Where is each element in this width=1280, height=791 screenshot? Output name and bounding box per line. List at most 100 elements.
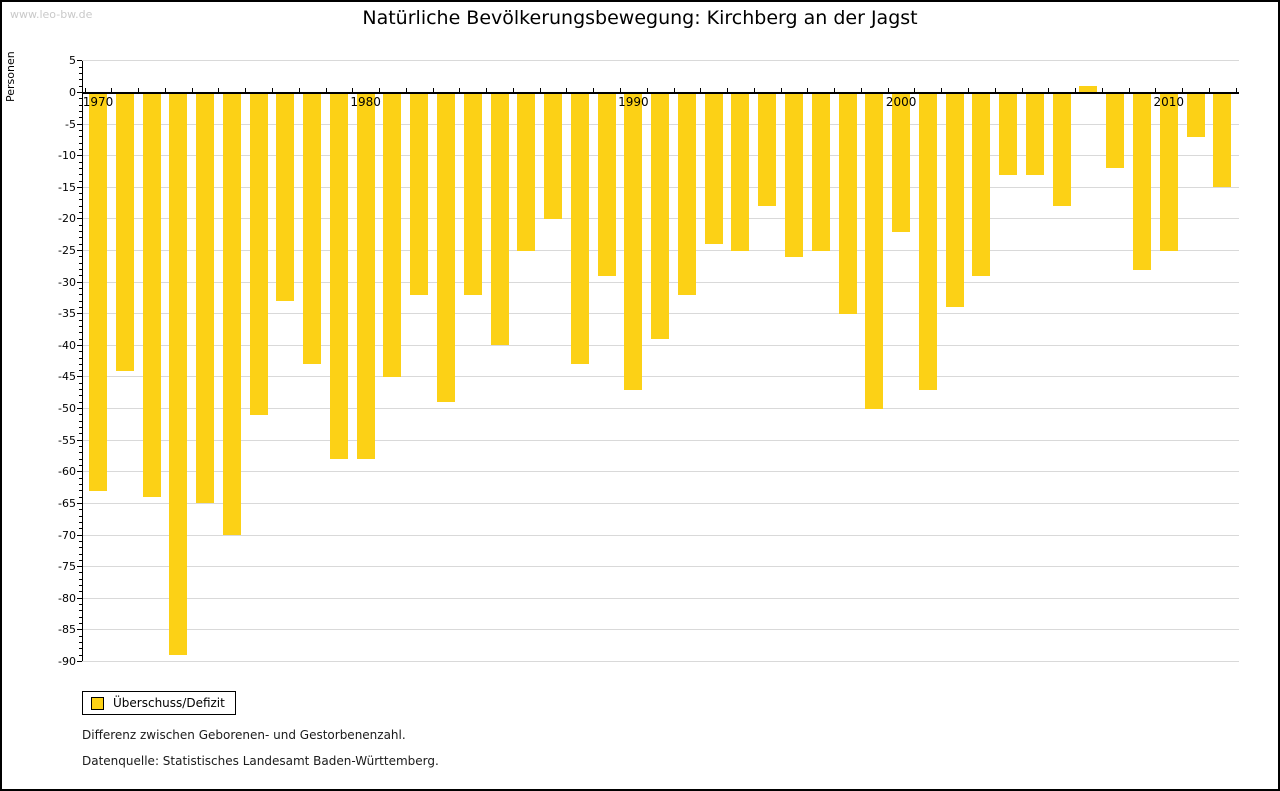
y-axis-tick [79,174,82,176]
x-axis-tick [968,87,970,92]
y-axis-tick [79,357,82,359]
y-axis-tick [79,591,82,593]
y-tick-label: -75 [58,560,76,574]
y-axis-tick [77,408,82,410]
y-axis-tick [79,496,82,498]
y-axis-tick [79,319,82,321]
gridline [82,566,1239,568]
y-axis-tick [77,60,82,62]
y-axis-tick [77,376,82,378]
y-axis-tick [77,534,82,536]
y-axis-line [82,60,83,662]
y-axis-tick [79,477,82,479]
gridline [82,660,1239,662]
y-axis-tick [79,117,82,119]
bar-1979 [329,93,348,460]
x-axis-tick [84,87,86,92]
y-tick-label: -85 [58,623,76,637]
x-tick-label-2000: 2000 [885,94,917,109]
x-axis-tick [727,87,729,92]
x-axis-tick [1101,87,1103,92]
y-axis-tick [77,439,82,441]
zero-axis-line [82,91,1239,94]
bar-1970 [89,93,107,491]
x-axis-tick [432,87,434,92]
bar-2004 [999,93,1018,175]
y-axis-tick [77,155,82,157]
y-axis-tick [77,471,82,473]
bar-1982 [410,93,429,295]
bar-1998 [838,93,857,314]
y-axis-tick [79,110,82,112]
y-axis-tick [79,180,82,182]
y-axis-tick [79,389,82,391]
bar-2012 [1213,93,1232,188]
y-axis-tick [79,578,82,580]
x-axis-tick [1075,87,1077,92]
y-axis-tick [79,161,82,163]
bar-2003 [972,93,991,276]
y-tick-label: 0 [69,86,76,99]
gridline [82,60,1239,62]
y-axis-tick [79,540,82,542]
y-axis-tick [79,351,82,353]
y-axis-tick [79,231,82,233]
bar-1973 [169,93,188,656]
y-axis-tick [79,433,82,435]
y-axis-tick [77,344,82,346]
x-axis-tick [405,87,407,92]
x-axis-tick [780,87,782,92]
x-axis-tick [486,87,488,92]
y-axis-tick [79,212,82,214]
y-tick-label: -15 [58,180,76,194]
y-axis-tick [79,401,82,403]
y-axis-tick [79,642,82,643]
bar-1995 [758,93,777,207]
gridline [82,471,1239,473]
y-axis-tick [79,420,82,422]
bar-2011 [1186,93,1205,137]
y-tick-label: -25 [58,244,76,258]
legend-box: Überschuss/Defizit [82,691,236,715]
y-axis-tick [79,136,82,138]
y-axis-tick [79,458,82,460]
y-axis-tick [79,243,82,245]
y-tick-label: -5 [65,117,76,131]
footnote-definition: Differenz zwischen Geborenen- und Gestor… [82,728,406,742]
bar-2009 [1133,93,1152,270]
y-axis-tick [79,414,82,416]
y-axis-tick [79,382,82,384]
bar-1975 [222,93,241,536]
y-axis-tick [77,597,82,599]
bar-chart-plot-area: 5 0 -5 -10 -15 -20 -25 -30 -35 -40 -45 -50 -55 -60 -65… [2,2,1278,682]
y-axis-tick [77,660,82,662]
y-axis-tick [79,585,82,587]
x-axis-tick [272,87,273,92]
y-axis-tick [79,73,82,75]
bar-1978 [303,93,322,365]
y-axis-tick [79,395,82,397]
y-axis-tick [79,275,82,277]
x-tick-label-1970: 1970 [82,94,114,109]
y-axis-tick [79,269,82,271]
bar-2005 [1025,93,1044,175]
y-axis-tick [79,509,82,511]
y-axis-tick [79,490,82,492]
y-axis-tick [79,287,82,289]
x-axis-tick [807,87,809,92]
y-axis-tick [77,313,82,315]
bar-2001 [918,93,937,390]
y-axis-tick [79,648,82,650]
x-axis-tick [673,87,675,92]
y-axis-tick [79,262,82,264]
gridline [82,344,1239,346]
bar-1974 [196,93,215,504]
bar-1977 [276,93,295,302]
y-axis-tick [79,338,82,340]
y-axis-tick [79,104,82,106]
y-axis-tick [77,250,82,252]
y-axis-tick [79,325,82,327]
bar-2002 [945,93,964,308]
y-axis-tick [77,629,82,631]
y-axis-tick [77,218,82,220]
